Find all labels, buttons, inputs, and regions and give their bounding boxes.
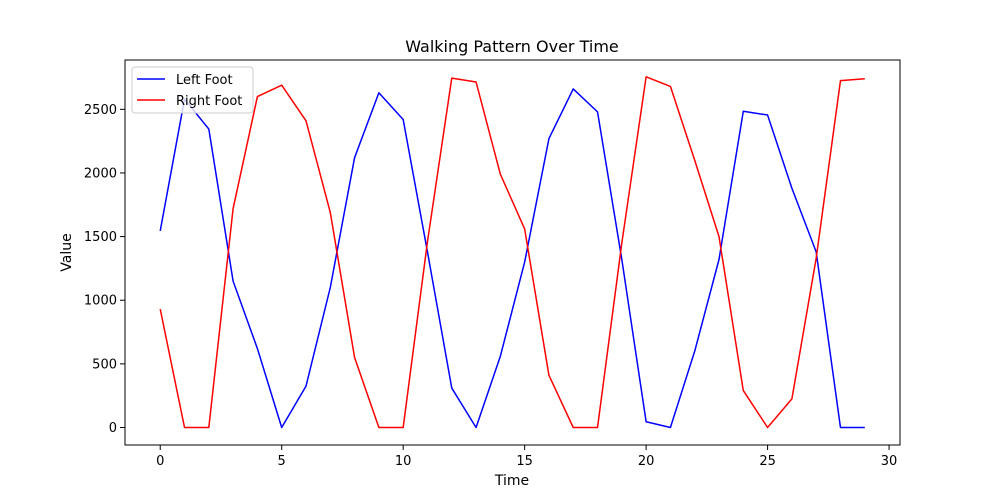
legend: Left Foot Right Foot xyxy=(131,66,254,114)
y-tick-label: 1500 xyxy=(84,230,117,245)
series-line-left-foot xyxy=(159,88,865,429)
x-tick-label: 30 xyxy=(881,454,898,469)
x-axis-label: Time xyxy=(494,473,529,489)
x-tick-label: 20 xyxy=(638,454,655,469)
legend-label-left-foot: Left Foot xyxy=(176,73,233,88)
x-tick-label: 5 xyxy=(278,454,286,469)
y-tick-label: 1000 xyxy=(84,294,117,309)
legend-label-right-foot: Right Foot xyxy=(176,94,242,109)
x-tick-label: 10 xyxy=(395,454,412,469)
y-tick-label: 0 xyxy=(109,421,117,436)
y-tick-label: 2000 xyxy=(84,166,117,181)
x-tick-label: 15 xyxy=(516,454,533,469)
x-tick-label: 25 xyxy=(759,454,776,469)
y-axis-label: Value xyxy=(59,233,75,271)
chart-title: Walking Pattern Over Time xyxy=(405,37,619,56)
x-tick-label: 0 xyxy=(156,454,164,469)
plot-content xyxy=(159,76,865,429)
y-tick-label: 2500 xyxy=(84,103,117,118)
y-axis-ticks: 0 500 1000 1500 2000 2500 xyxy=(84,103,125,436)
series-line-right-foot xyxy=(159,76,865,429)
plot-frame xyxy=(124,59,901,446)
x-axis-ticks: 0 5 10 15 20 25 30 xyxy=(156,445,897,469)
y-tick-label: 500 xyxy=(92,357,117,372)
